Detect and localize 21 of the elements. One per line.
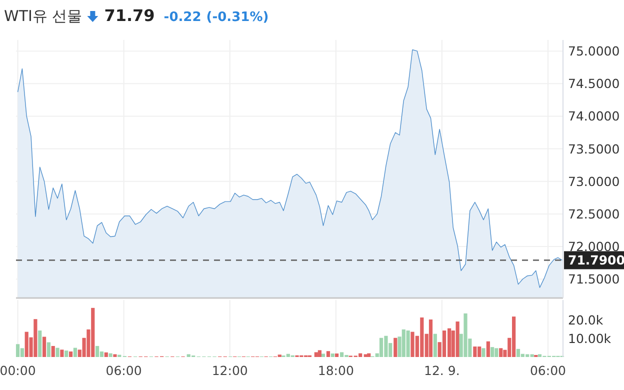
y-tick-label: 71.5000 — [568, 272, 620, 287]
text: 71.79 — [104, 6, 155, 25]
text: (-0.31%) — [206, 10, 269, 25]
text: -0.22 — [164, 10, 202, 25]
y-tick-label: 20.0k — [568, 312, 604, 328]
x-tick-label: 12. 9. — [424, 363, 460, 378]
y-tick-label: 73.0000 — [568, 174, 620, 189]
x-tick-label: 06:00 — [530, 363, 566, 378]
chart-title: WTI유 선물 — [4, 7, 82, 25]
y-tick-label: 73.5000 — [568, 141, 620, 156]
ref-line-label: 71.7900 — [568, 252, 624, 268]
x-tick-label: 18:00 — [318, 363, 354, 378]
y-tick-label: 74.5000 — [568, 76, 620, 92]
y-tick-label: 74.0000 — [568, 108, 620, 124]
y-tick-label: 72.5000 — [568, 206, 620, 222]
y-tick-label: 72.0000 — [568, 239, 620, 254]
y-tick-label: 10.00k — [568, 331, 612, 346]
x-tick-label: 06:00 — [106, 363, 142, 378]
x-tick-label: 00:00 — [0, 363, 36, 378]
y-tick-label: 75.0000 — [568, 44, 620, 59]
x-tick-label: 12:00 — [212, 363, 248, 378]
